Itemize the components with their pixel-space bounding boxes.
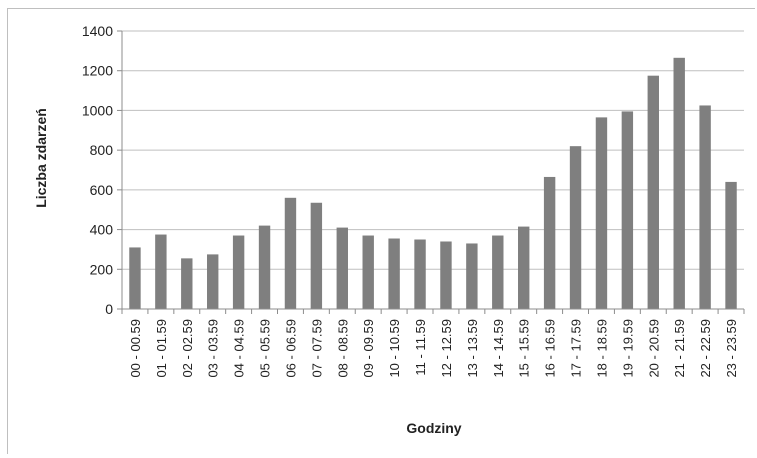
bar [518,226,530,309]
chart-frame: 0 200 400 600 800 1000 1200 1400 00 - 00.59 01 -… [7,8,755,454]
x-tick-label: 08 - 08.59 [335,319,350,378]
bar [543,176,556,309]
bar-chart: 0 200 400 600 800 1000 1200 1400 00 - 00.59 01 -… [33,23,745,436]
x-tick-label: 04 - 04.59 [232,319,247,378]
y-tick-label: 400 [90,222,114,238]
x-tick-label: 11 - 11.59 [413,319,428,376]
y-tick-label: 1400 [82,23,113,39]
x-tick-label: 17 - 17.59 [569,319,584,378]
bar [388,238,400,309]
x-tick-label: 14 - 14.59 [491,319,506,378]
bar [595,117,608,309]
gridlines [117,30,745,314]
bar [284,197,297,309]
y-tick-label: 200 [90,261,114,277]
x-tick-label: 00 - 00.59 [128,319,143,378]
bar [699,105,711,310]
x-axis-title: Godziny [406,420,461,436]
x-tick-label: 22 - 22.59 [698,319,713,378]
bar [207,254,219,309]
axes [121,31,744,310]
x-tick-labels: 00 - 00.59 01 - 01.59 02 - 02.59 03 - 03.59… [128,319,739,378]
bar [621,111,634,309]
bar [155,234,167,309]
x-tick-label: 18 - 18.59 [594,319,609,378]
x-tick-label: 16 - 16.59 [543,319,558,378]
bar [673,57,685,310]
y-tick-label: 0 [105,301,113,317]
bar [492,235,504,309]
bar [725,181,737,309]
x-tick-label: 06 - 06.59 [283,319,298,378]
x-tick-label: 20 - 20.59 [646,319,661,378]
bar [129,247,141,309]
bar [181,258,193,309]
bar [258,225,271,309]
y-axis-title: Liczba zdarzeń [33,108,49,208]
x-tick-label: 05 - 05.59 [258,319,273,378]
bar [569,146,582,309]
bars [129,57,737,310]
x-tick-label: 15 - 15.59 [517,319,532,378]
y-tick-label: 800 [90,142,114,158]
bar [440,241,452,309]
x-tick-label: 02 - 02.59 [180,319,195,378]
x-tick-label: 10 - 10.59 [387,319,402,378]
x-tick-label: 09 - 09.59 [361,319,376,378]
y-tick-labels: 0 200 400 600 800 1000 1200 1400 [82,23,113,317]
bar [466,243,478,309]
x-tick-label: 19 - 19.59 [620,319,635,378]
x-tick-label: 13 - 13.59 [465,319,480,378]
x-tick-label: 21 - 21.59 [672,319,687,378]
x-tick-label: 03 - 03.59 [206,319,221,378]
x-tick-label: 01 - 01.59 [154,319,169,378]
bar [310,202,323,309]
y-tick-label: 1000 [82,102,113,118]
x-tick-label: 07 - 07.59 [309,319,324,378]
x-tick-label: 12 - 12.59 [439,319,454,378]
bar [414,239,426,309]
x-tick-label: 23 - 23.59 [724,319,739,378]
bar [647,75,659,310]
bar [336,227,348,309]
y-tick-label: 600 [90,182,114,198]
bar [232,235,245,309]
bar [362,235,374,309]
y-tick-label: 1200 [82,63,113,79]
